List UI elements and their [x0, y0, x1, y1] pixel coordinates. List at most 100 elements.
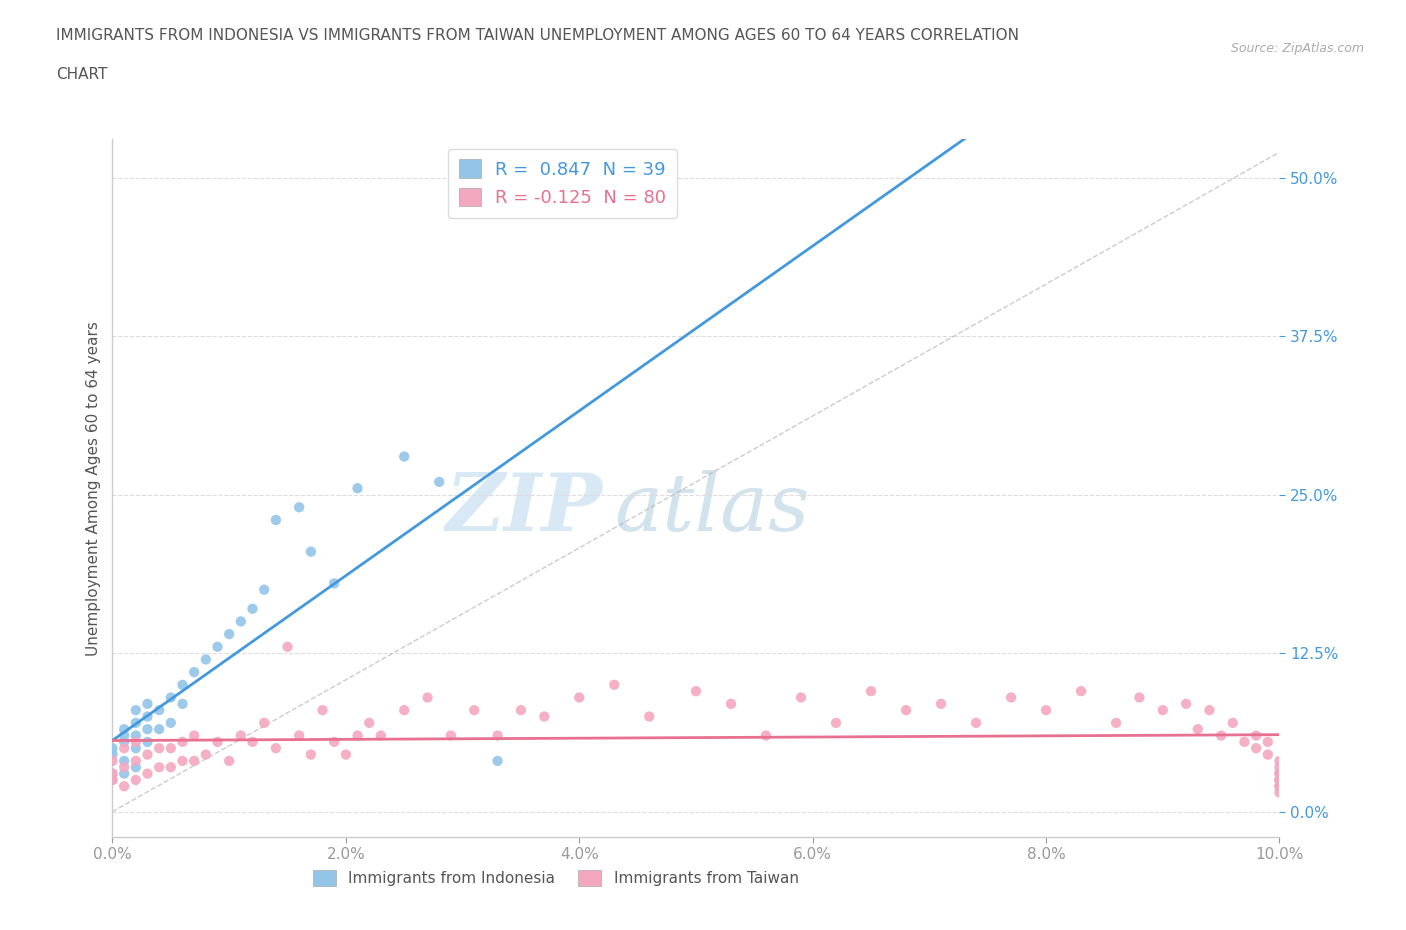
Point [101, 773, 124, 788]
Point [148, 722, 170, 737]
Point [136, 747, 159, 762]
Point [160, 690, 183, 705]
Point [160, 741, 183, 756]
Point [440, 728, 463, 743]
Point [1268, 773, 1291, 788]
Point [299, 544, 322, 559]
Point [183, 753, 205, 768]
Point [125, 703, 148, 718]
Point [136, 735, 159, 750]
Point [125, 741, 148, 756]
Point [486, 728, 509, 743]
Point [509, 703, 531, 718]
Point [965, 715, 987, 730]
Point [1268, 773, 1291, 788]
Point [1257, 735, 1279, 750]
Point [427, 474, 450, 489]
Point [148, 703, 170, 718]
Point [148, 760, 170, 775]
Text: ZIP: ZIP [446, 471, 603, 548]
Point [299, 747, 322, 762]
Point [1268, 778, 1291, 793]
Point [112, 766, 135, 781]
Point [101, 747, 124, 762]
Point [323, 735, 346, 750]
Point [229, 728, 252, 743]
Point [136, 722, 159, 737]
Point [1000, 690, 1022, 705]
Point [929, 697, 952, 711]
Point [101, 753, 124, 768]
Point [125, 715, 148, 730]
Point [172, 677, 194, 692]
Point [136, 766, 159, 781]
Point [346, 728, 368, 743]
Point [486, 753, 509, 768]
Point [125, 760, 148, 775]
Point [112, 753, 135, 768]
Point [101, 773, 124, 788]
Point [194, 652, 217, 667]
Point [1198, 703, 1220, 718]
Point [288, 499, 311, 514]
Point [1128, 690, 1150, 705]
Point [101, 766, 124, 781]
Point [172, 697, 194, 711]
Y-axis label: Unemployment Among Ages 60 to 64 years: Unemployment Among Ages 60 to 64 years [86, 321, 101, 656]
Point [1105, 715, 1128, 730]
Point [1233, 735, 1256, 750]
Point [463, 703, 485, 718]
Point [207, 735, 229, 750]
Point [112, 722, 135, 737]
Point [1209, 728, 1232, 743]
Point [101, 766, 124, 781]
Point [288, 728, 311, 743]
Point [346, 481, 368, 496]
Point [112, 735, 135, 750]
Point [1152, 703, 1174, 718]
Point [1268, 760, 1291, 775]
Point [172, 735, 194, 750]
Point [1175, 697, 1198, 711]
Point [720, 697, 742, 711]
Text: Source: ZipAtlas.com: Source: ZipAtlas.com [1230, 42, 1364, 55]
Point [685, 684, 707, 698]
Point [1035, 703, 1057, 718]
Text: IMMIGRANTS FROM INDONESIA VS IMMIGRANTS FROM TAIWAN UNEMPLOYMENT AMONG AGES 60 T: IMMIGRANTS FROM INDONESIA VS IMMIGRANTS … [56, 28, 1019, 43]
Point [207, 639, 229, 654]
Point [1268, 773, 1291, 788]
Point [264, 741, 287, 756]
Point [894, 703, 917, 718]
Point [136, 709, 159, 724]
Point [1268, 778, 1291, 793]
Point [790, 690, 813, 705]
Legend: Immigrants from Indonesia, Immigrants from Taiwan: Immigrants from Indonesia, Immigrants fr… [308, 864, 804, 892]
Point [136, 697, 159, 711]
Point [603, 677, 626, 692]
Point [218, 753, 240, 768]
Point [568, 690, 591, 705]
Point [112, 728, 135, 743]
Point [194, 747, 217, 762]
Point [755, 728, 778, 743]
Point [416, 690, 439, 705]
Point [183, 665, 205, 680]
Point [1070, 684, 1092, 698]
Point [112, 760, 135, 775]
Point [101, 741, 124, 756]
Point [825, 715, 848, 730]
Point [1268, 766, 1291, 781]
Point [253, 715, 276, 730]
Point [392, 703, 416, 718]
Text: CHART: CHART [56, 67, 108, 82]
Point [311, 703, 333, 718]
Point [1268, 785, 1291, 800]
Point [1268, 753, 1291, 768]
Point [242, 602, 264, 617]
Point [148, 741, 170, 756]
Point [112, 741, 135, 756]
Point [125, 773, 148, 788]
Point [1257, 747, 1279, 762]
Point [264, 512, 287, 527]
Point [112, 778, 135, 793]
